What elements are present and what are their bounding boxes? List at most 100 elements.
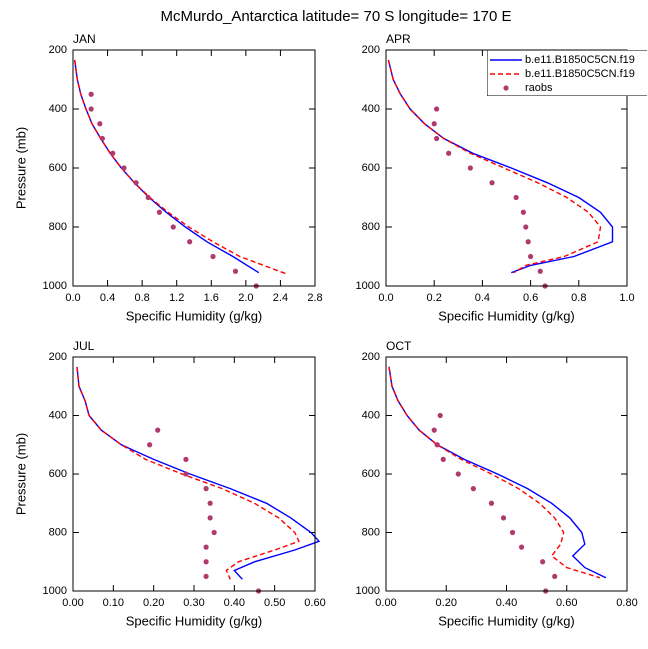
x-tick-label: 0.20: [143, 597, 164, 609]
raob-point: [210, 253, 216, 260]
x-tick-label: 2.0: [238, 292, 253, 304]
plot-frame: [72, 49, 316, 287]
y-tick-label: 200: [49, 351, 67, 363]
raob-point: [133, 180, 139, 186]
figure-title: McMurdo_Antarctica latitude= 70 S longit…: [160, 8, 511, 25]
x-tick-label: 0.60: [556, 597, 577, 609]
legend-label: raobs: [525, 82, 553, 94]
raob-point: [99, 135, 105, 142]
raob-point: [121, 165, 127, 171]
y-tick-label: 600: [49, 162, 67, 174]
y-tick-label: 800: [362, 526, 380, 538]
y-tick-label: 600: [362, 162, 380, 174]
raob-point: [509, 529, 516, 536]
y-tick-label: 800: [49, 526, 67, 538]
raob-point: [110, 150, 116, 156]
x-tick-label: 2.4: [273, 292, 288, 304]
y-tick-label: 400: [49, 103, 67, 115]
x-tick-label: 0.30: [183, 597, 204, 609]
y-axis-label: Pressure (mb): [13, 433, 28, 515]
raob-point: [470, 486, 476, 492]
panel: JUL Specific Humidity (g/kg) Pressure (mb)…: [13, 339, 325, 628]
y-tick-label: 1000: [356, 585, 380, 597]
x-tick-label: 0.4: [100, 292, 115, 304]
panel-title: JAN: [73, 32, 96, 46]
y-tick-label: 400: [362, 103, 380, 115]
raob-point: [88, 106, 94, 112]
y-tick-label: 200: [49, 44, 67, 56]
raob-point: [525, 239, 531, 245]
y-tick-label: 600: [362, 468, 380, 480]
raob-point: [203, 573, 209, 579]
x-tick-label: 0.60: [304, 597, 325, 609]
x-tick-label: 0.4: [475, 292, 490, 304]
x-tick-label: 0.00: [62, 597, 83, 609]
raob-point: [434, 106, 440, 112]
x-tick-label: 0.50: [264, 597, 285, 609]
raob-point: [207, 515, 213, 521]
raob-point: [540, 559, 546, 565]
x-tick-label: 0.10: [103, 597, 124, 609]
plot-frame: [385, 356, 628, 592]
raob-point: [489, 180, 495, 186]
raob-point: [467, 165, 473, 171]
raob-point: [523, 224, 529, 230]
legend-box: [487, 50, 647, 96]
raob-point: [156, 209, 163, 215]
legend: b.e11.B1850C5CN.f19 b.e11.B1850C5CN.f19 ra…: [487, 50, 647, 96]
profile-line: [387, 59, 614, 274]
profile-line: [74, 59, 288, 275]
y-tick-label: 200: [362, 44, 380, 56]
raob-point: [183, 456, 189, 462]
profile-line: [388, 366, 607, 579]
raob-point: [155, 427, 161, 433]
panel: OCT Specific Humidity (g/kg) 0.00 0.20 0.40 0…: [356, 339, 638, 628]
profile-line: [388, 366, 601, 579]
y-tick-label: 400: [49, 409, 67, 421]
y-tick-label: 200: [362, 351, 380, 363]
profile-line: [74, 59, 260, 274]
raob-point: [97, 121, 103, 127]
y-tick-label: 1000: [43, 585, 67, 597]
raob-point: [434, 135, 440, 142]
raob-point: [488, 500, 495, 506]
plot-frame: [72, 356, 316, 592]
legend-label: b.e11.B1850C5CN.f19: [525, 68, 635, 80]
y-tick-label: 400: [362, 409, 380, 421]
raob-point: [537, 268, 543, 274]
panel-title: JUL: [73, 339, 95, 353]
profile-line: [387, 59, 602, 274]
panel-title: OCT: [386, 339, 412, 353]
x-tick-label: 1.0: [619, 292, 634, 304]
y-tick-label: 800: [362, 221, 380, 233]
x-tick-label: 0.40: [224, 597, 245, 609]
raob-point: [518, 544, 525, 550]
panel-title: APR: [386, 32, 411, 46]
x-tick-label: 0.2: [427, 292, 442, 304]
raob-point: [500, 515, 507, 521]
raob-point: [513, 194, 519, 201]
raob-point: [88, 91, 94, 97]
x-axis-label: Specific Humidity (g/kg): [438, 613, 575, 628]
x-tick-label: 0.20: [436, 597, 457, 609]
x-tick-label: 0.0: [378, 292, 393, 304]
raob-point: [431, 121, 437, 127]
panel: JAN Specific Humidity (g/kg) Pressure (mb)…: [13, 32, 322, 323]
raob-point: [434, 442, 440, 448]
raob-point: [455, 471, 461, 477]
legend-label: b.e11.B1850C5CN.f19: [525, 54, 635, 66]
x-tick-label: 1.6: [204, 292, 219, 304]
raob-point: [203, 559, 209, 565]
raob-point: [440, 456, 446, 462]
x-tick-label: 0.8: [571, 292, 586, 304]
raob-point: [431, 427, 437, 433]
raob-point: [446, 150, 452, 156]
raob-point: [147, 442, 153, 448]
profile-line: [76, 366, 321, 580]
x-tick-label: 0.6: [523, 292, 538, 304]
x-tick-label: 1.2: [169, 292, 184, 304]
x-tick-label: 0.40: [496, 597, 517, 609]
raob-point: [211, 529, 217, 536]
raob-point: [437, 412, 443, 419]
